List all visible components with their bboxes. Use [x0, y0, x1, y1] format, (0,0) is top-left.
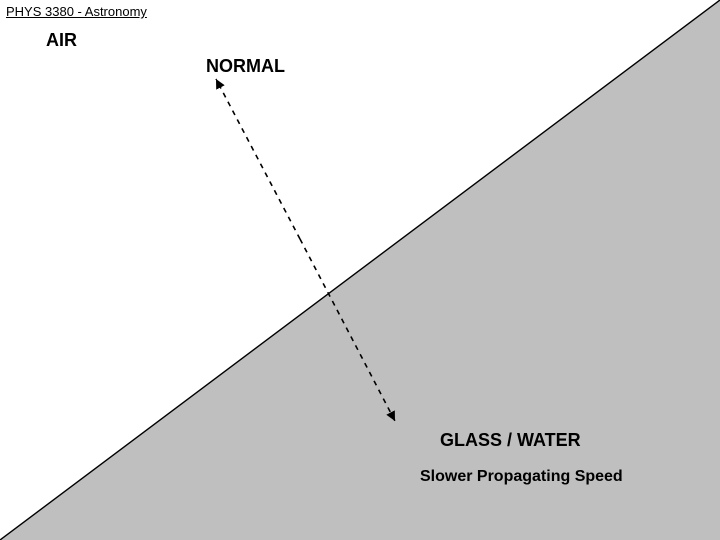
caption-label: Slower Propagating Speed	[420, 468, 623, 486]
normal-label: NORMAL	[206, 56, 285, 77]
normal-line-upper	[216, 79, 300, 239]
diagram-svg	[0, 0, 720, 540]
diagram-canvas: PHYS 3380 - Astronomy AIR NORMAL GLASS /…	[0, 0, 720, 540]
course-title: PHYS 3380 - Astronomy	[6, 4, 147, 19]
medium-label: GLASS / WATER	[440, 430, 581, 451]
air-label: AIR	[46, 30, 77, 51]
